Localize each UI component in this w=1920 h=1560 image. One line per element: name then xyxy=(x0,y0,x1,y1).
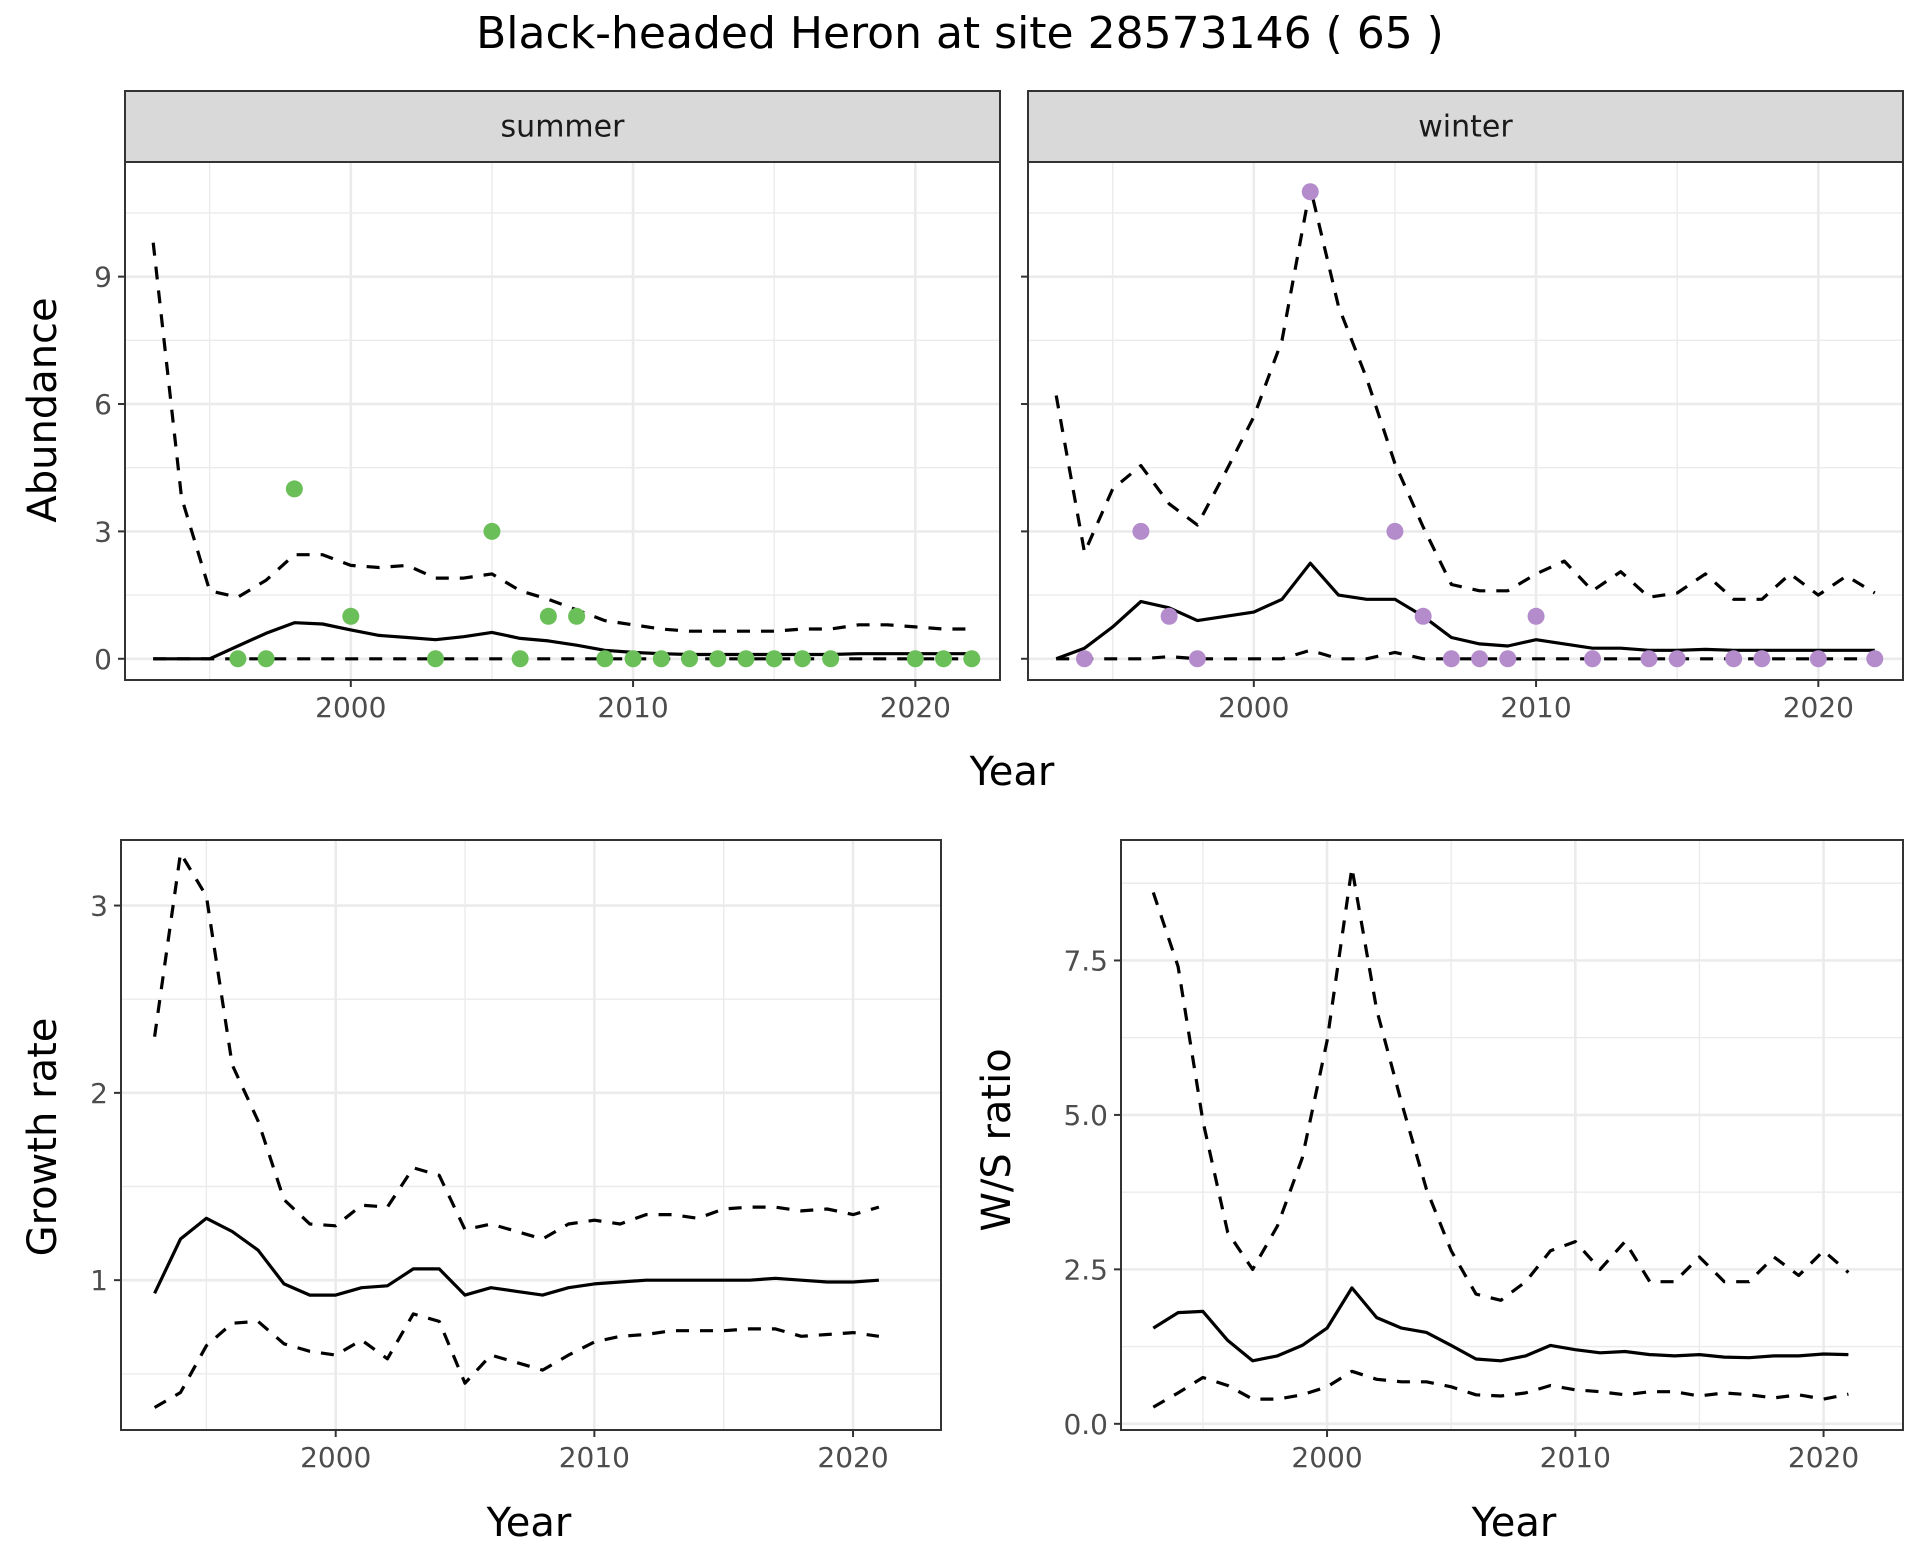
series-estimate-line xyxy=(1055,561,1875,661)
panel-border xyxy=(1120,839,1904,1431)
observation-point xyxy=(342,607,360,625)
observation-point xyxy=(963,650,981,668)
y-tick-label: 6 xyxy=(94,388,112,421)
observation-point xyxy=(1414,607,1432,625)
facet-strip xyxy=(124,90,1001,163)
panel-ws-ratio: 2000 2010 2020 0.0 2.5 5.0 7.5 xyxy=(1063,839,1904,1474)
observation-point xyxy=(765,650,783,668)
top-y-axis-title: Abundance xyxy=(20,297,66,522)
observation-point xyxy=(568,607,586,625)
x-tick-label: 2010 xyxy=(597,691,668,724)
series-upper-line xyxy=(153,851,880,1241)
observation-point xyxy=(681,650,699,668)
facet-strip-label: winter xyxy=(1418,110,1513,145)
observation-point xyxy=(539,607,557,625)
y-tick-label: 3 xyxy=(90,890,108,923)
y-tick-label: 1 xyxy=(90,1264,108,1297)
observation-point xyxy=(1386,522,1404,540)
observation-point xyxy=(1866,650,1884,668)
observation-point xyxy=(483,522,501,540)
ratio-x-axis-title: Year xyxy=(1471,1500,1557,1546)
observation-point xyxy=(906,650,924,668)
observation-point xyxy=(709,650,727,668)
observation-point xyxy=(822,650,840,668)
y-tick-label: 5.0 xyxy=(1063,1099,1108,1132)
observation-point xyxy=(257,650,275,668)
observation-point xyxy=(229,650,247,668)
observation-point xyxy=(1471,650,1489,668)
observation-point xyxy=(1809,650,1827,668)
panel-growth-rate: 2000 2010 2020 1 2 3 xyxy=(90,839,942,1474)
series-upper-line xyxy=(151,242,972,633)
observation-point xyxy=(1584,650,1602,668)
observation-point xyxy=(1075,650,1093,668)
observation-point xyxy=(737,650,755,668)
y-tick-label: 2.5 xyxy=(1063,1253,1108,1286)
x-tick-label: 2000 xyxy=(1218,691,1289,724)
panel-border xyxy=(120,839,942,1431)
y-tick-label: 9 xyxy=(94,261,112,294)
observation-point xyxy=(1499,650,1517,668)
series-lower-line xyxy=(1056,648,1875,661)
panel-background xyxy=(1028,162,1903,680)
observation-point xyxy=(652,650,670,668)
x-tick-label: 2010 xyxy=(1540,1441,1611,1474)
facet-strip xyxy=(1027,90,1904,163)
x-tick-label: 2000 xyxy=(315,691,386,724)
x-tick-label: 2000 xyxy=(1291,1441,1362,1474)
growth-y-axis-title: Growth rate xyxy=(20,1018,66,1257)
observation-point xyxy=(596,650,614,668)
observation-point xyxy=(935,650,953,668)
x-tick-label: 2020 xyxy=(817,1441,888,1474)
observation-point xyxy=(285,480,303,498)
x-tick-label: 2010 xyxy=(1500,691,1571,724)
observation-point xyxy=(511,650,529,668)
top-x-axis-title: Year xyxy=(969,749,1055,795)
panel-background xyxy=(121,840,941,1430)
observation-point xyxy=(1160,607,1178,625)
series-upper-line xyxy=(1054,185,1876,601)
series-lower-line xyxy=(1152,1369,1849,1409)
observation-point xyxy=(1442,650,1460,668)
panel-winter: winter 2000 2010 2020 xyxy=(1021,90,1904,724)
observation-point xyxy=(1640,650,1658,668)
ratio-y-axis-title: W/S ratio xyxy=(974,1048,1020,1231)
panel-summer: summer 2000 2010 2020 0 3 6 9 xyxy=(94,90,1001,724)
series-lower-line xyxy=(153,1312,880,1409)
observation-point xyxy=(426,650,444,668)
observation-point xyxy=(1188,650,1206,668)
observation-point xyxy=(1668,650,1686,668)
observation-point xyxy=(1301,183,1319,201)
observation-point xyxy=(1132,522,1150,540)
x-tick-label: 2000 xyxy=(300,1441,371,1474)
x-tick-label: 2020 xyxy=(880,691,951,724)
observation-point xyxy=(793,650,811,668)
y-tick-label: 3 xyxy=(94,515,112,548)
y-tick-label: 0.0 xyxy=(1063,1408,1108,1441)
observation-point xyxy=(1753,650,1771,668)
observation-point xyxy=(1725,650,1743,668)
y-tick-label: 0 xyxy=(94,643,112,676)
x-tick-label: 2020 xyxy=(1788,1441,1859,1474)
observation-point xyxy=(624,650,642,668)
series-upper-line xyxy=(1151,866,1850,1302)
y-tick-label: 2 xyxy=(90,1077,108,1110)
series-estimate-line xyxy=(1152,1286,1849,1363)
growth-x-axis-title: Year xyxy=(486,1500,572,1546)
series-estimate-line xyxy=(153,1216,880,1297)
panel-background xyxy=(1121,840,1903,1430)
y-tick-label: 7.5 xyxy=(1063,944,1108,977)
observation-point xyxy=(1527,607,1545,625)
x-tick-label: 2020 xyxy=(1783,691,1854,724)
x-tick-label: 2010 xyxy=(559,1441,630,1474)
main-title: Black-headed Heron at site 28573146 ( 65… xyxy=(476,8,1444,59)
panel-background xyxy=(125,162,1000,680)
facet-strip-label: summer xyxy=(501,110,626,145)
